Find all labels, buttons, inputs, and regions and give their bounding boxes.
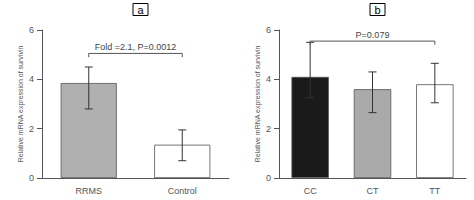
svg-text:Fold =2.1, P=0.0012: Fold =2.1, P=0.0012 [95, 42, 177, 52]
svg-text:0: 0 [266, 173, 271, 183]
svg-text:0: 0 [29, 173, 34, 183]
svg-text:2: 2 [266, 124, 271, 134]
svg-text:CC: CC [304, 186, 317, 196]
svg-text:RRMS: RRMS [76, 186, 103, 196]
svg-text:4: 4 [266, 74, 271, 84]
svg-text:Control: Control [168, 186, 197, 196]
svg-text:4: 4 [29, 74, 34, 84]
svg-text:a: a [137, 4, 144, 16]
svg-text:6: 6 [29, 25, 34, 35]
svg-text:6: 6 [266, 25, 271, 35]
svg-text:b: b [374, 4, 380, 16]
svg-text:2: 2 [29, 124, 34, 134]
svg-text:Relative mRNA expression of su: Relative mRNA expression of survivin [17, 46, 25, 163]
svg-text:Relative mRNA expression of su: Relative mRNA expression of survivin [254, 46, 262, 163]
svg-text:P=0.079: P=0.079 [356, 30, 390, 40]
svg-text:CT: CT [367, 186, 379, 196]
svg-text:TT: TT [429, 186, 440, 196]
